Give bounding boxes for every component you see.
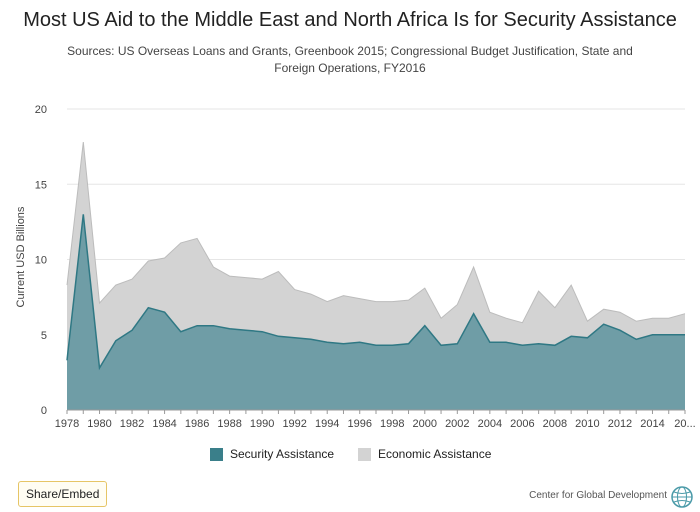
x-tick-label: 2012 <box>608 418 632 430</box>
line-economic-top <box>66 142 686 324</box>
x-tick-label: 1998 <box>380 418 404 430</box>
stacked-area-chart: 0 5 10 15 20 1978 1980 1982 1984 1986 1988 1990 1992… <box>15 104 696 430</box>
x-tick-label: 1980 <box>87 418 111 430</box>
chart-legend: Security Assistance Economic Assistance <box>0 447 700 465</box>
y-tick-label: 20 <box>35 104 47 116</box>
legend-item-economic[interactable]: Economic Assistance <box>358 447 491 461</box>
area-security-assistance[interactable] <box>67 214 685 410</box>
chart-title: Most US Aid to the Middle East and North… <box>23 9 677 31</box>
x-tick-label: 2002 <box>445 418 469 430</box>
y-tick-label: 0 <box>41 405 47 417</box>
x-tick-label: 1996 <box>347 418 371 430</box>
x-tick-label: 2004 <box>478 418 502 430</box>
legend-item-security[interactable]: Security Assistance <box>210 447 334 461</box>
x-tick-label: 1990 <box>250 418 274 430</box>
x-tick-label: 2008 <box>543 418 567 430</box>
y-tick-label: 5 <box>41 330 47 342</box>
x-tick-label: 2006 <box>510 418 534 430</box>
data-areas <box>66 142 686 410</box>
axes: 0 5 10 15 20 1978 1980 1982 1984 1986 1988 1990 1992… <box>35 104 696 430</box>
legend-swatch-economic <box>358 447 371 461</box>
legend-swatch-security <box>210 447 223 461</box>
line-security <box>66 214 685 371</box>
x-tick-label: 1988 <box>217 418 241 430</box>
y-axis-label: Current USD Billions <box>15 206 27 307</box>
area-economic-assistance[interactable] <box>67 142 685 368</box>
x-tick-label: 1994 <box>315 418 339 430</box>
legend-label-security: Security Assistance <box>230 447 335 461</box>
x-tick-label: 1982 <box>120 418 144 430</box>
y-tick-label: 15 <box>35 179 47 191</box>
share-embed-button[interactable]: Share/Embed <box>18 481 108 507</box>
x-tick-label: 1978 <box>55 418 79 430</box>
x-tick-label: 2010 <box>575 418 599 430</box>
x-tick-label: 1992 <box>282 418 306 430</box>
x-tick-label: 2014 <box>640 418 664 430</box>
globe-icon[interactable] <box>670 485 694 509</box>
x-tick-label: 2000 <box>413 418 437 430</box>
y-tick-label: 10 <box>35 255 47 267</box>
legend-label-economic: Economic Assistance <box>378 447 492 461</box>
x-tick-label: 20... <box>674 418 695 430</box>
x-tick-label: 1986 <box>185 418 209 430</box>
chart-subtitle: Sources: US Overseas Loans and Grants, G… <box>67 44 633 75</box>
x-tick-label: 1984 <box>152 418 176 430</box>
credit-text[interactable]: Center for Global Development <box>529 490 667 501</box>
